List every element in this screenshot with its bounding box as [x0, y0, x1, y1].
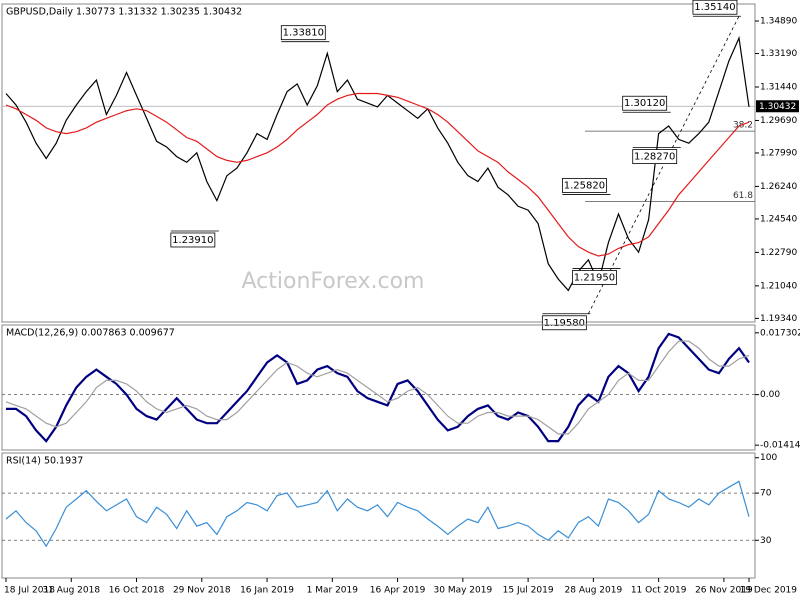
x-tick-label: 30 May 2019: [434, 586, 493, 596]
annotation-label: 1.19580: [544, 318, 585, 329]
y-tick-label: 1.33190: [760, 49, 797, 59]
panel-frame: [1, 324, 756, 451]
last-price-box: [756, 100, 799, 113]
x-tick-label: 16 Oct 2018: [109, 586, 165, 596]
annotation-box: [622, 95, 668, 111]
level-label: 61.8: [733, 191, 753, 201]
x-tick-label: 18 Jul 2018: [4, 586, 55, 596]
y-tick-label: 1.27990: [760, 148, 797, 158]
y-tick-label: 30: [760, 536, 772, 546]
x-tick-label: 15 Jul 2019: [503, 586, 554, 596]
y-tick-label: 1.19340: [760, 314, 797, 324]
x-tick-label: 29 Nov 2018: [173, 586, 231, 596]
annotation-label: 1.21950: [574, 272, 615, 283]
y-tick-label: 70: [760, 489, 772, 499]
x-tick-label: 1 Mar 2019: [307, 586, 359, 596]
annotation-label: 1.23910: [172, 235, 213, 246]
annotation-box: [170, 232, 216, 248]
watermark: ActionForex.com: [242, 269, 425, 294]
series-line: [5, 35, 750, 292]
annotation-box: [280, 25, 326, 41]
y-tick-label: 1.26240: [760, 182, 797, 192]
x-tick-label: 16 Jan 2019: [240, 586, 294, 596]
annotation-box: [572, 270, 617, 285]
panel-title: GBPUSD,Daily 1.30773 1.31332 1.30235 1.3…: [6, 7, 242, 18]
annotation-label: 1.33810: [283, 28, 324, 39]
y-tick-label: 1.22790: [760, 248, 797, 258]
y-tick-label: 1.29690: [760, 116, 797, 126]
y-tick-label: 0.00: [760, 390, 780, 400]
x-tick-label: 26 Nov 2019: [695, 586, 753, 596]
annotation-label: 1.28270: [634, 152, 675, 163]
y-tick-label: 1.31440: [760, 82, 797, 92]
annotation-box: [632, 149, 678, 165]
y-tick-label: 1.34890: [760, 17, 797, 27]
panel-title: MACD(12,26,9) 0.007863 0.009677: [6, 328, 175, 339]
y-tick-label: 1.21040: [760, 281, 797, 291]
trend-line: [587, 16, 740, 314]
last-price-label: 1.30432: [759, 102, 796, 112]
x-tick-label: 31 Aug 2018: [42, 586, 100, 596]
x-tick-label: 11 Oct 2019: [631, 586, 687, 596]
series-line: [5, 340, 750, 435]
panel-frame: [1, 3, 756, 323]
panel-title: RSI(14) 50.1937: [6, 456, 83, 467]
annotation-label: 1.25820: [564, 180, 605, 191]
series-line: [5, 480, 750, 548]
y-tick-label: 1.24540: [760, 214, 797, 224]
annotation-box: [692, 0, 738, 15]
level-label: 38.2: [733, 121, 753, 131]
y-tick-label: 100: [760, 453, 777, 463]
series-line: [5, 92, 750, 257]
annotation-label: 1.35140: [694, 2, 735, 13]
annotation-box: [541, 315, 587, 331]
annotation-box: [562, 178, 607, 193]
annotation-label: 1.30120: [624, 98, 665, 109]
panel-frame: [1, 452, 756, 579]
x-tick-label: 19 Dec 2019: [740, 586, 798, 596]
x-tick-label: 28 Aug 2019: [565, 586, 623, 596]
y-tick-label: -0.014148: [760, 441, 800, 451]
series-line: [6, 332, 750, 443]
y-tick-label: 0.017302: [760, 328, 800, 338]
x-tick-label: 16 Apr 2019: [370, 586, 426, 596]
